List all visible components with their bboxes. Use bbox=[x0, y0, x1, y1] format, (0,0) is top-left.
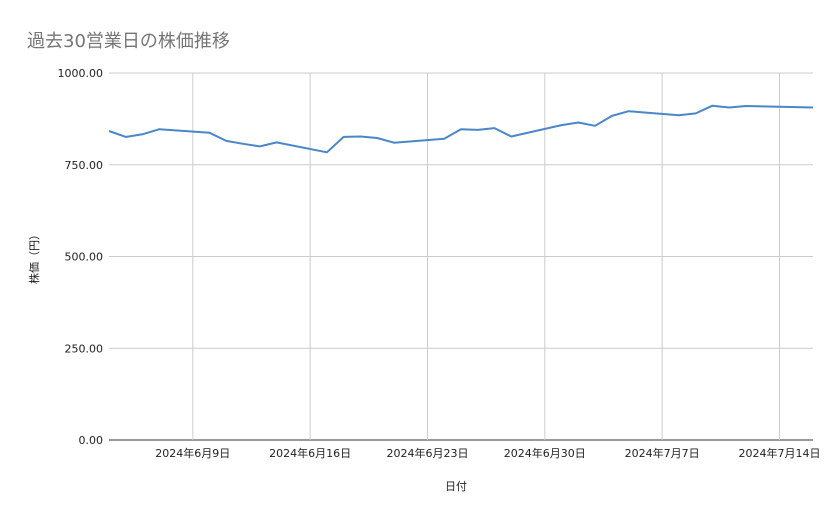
y-tick-label: 1000.00 bbox=[58, 67, 104, 80]
chart-title: 過去30営業日の株価推移 bbox=[27, 31, 230, 52]
x-tick-label: 2024年6月16日 bbox=[269, 446, 351, 460]
x-tick-label: 2024年6月9日 bbox=[155, 446, 230, 460]
y-tick-label: 500.00 bbox=[65, 251, 104, 264]
x-tick-label: 2024年6月23日 bbox=[386, 446, 468, 460]
price-series-line bbox=[108, 104, 814, 154]
y-tick-label: 0.00 bbox=[79, 434, 104, 447]
x-axis-label: 日付 bbox=[445, 480, 467, 493]
y-tick-label: 250.00 bbox=[65, 342, 104, 355]
y-axis-label: 株価（円） bbox=[27, 229, 41, 284]
x-tick-label: 2024年7月14日 bbox=[738, 446, 820, 460]
y-tick-label: 750.00 bbox=[65, 159, 104, 172]
x-tick-label: 2024年6月30日 bbox=[504, 446, 586, 460]
x-tick-label: 2024年7月7日 bbox=[625, 446, 700, 460]
